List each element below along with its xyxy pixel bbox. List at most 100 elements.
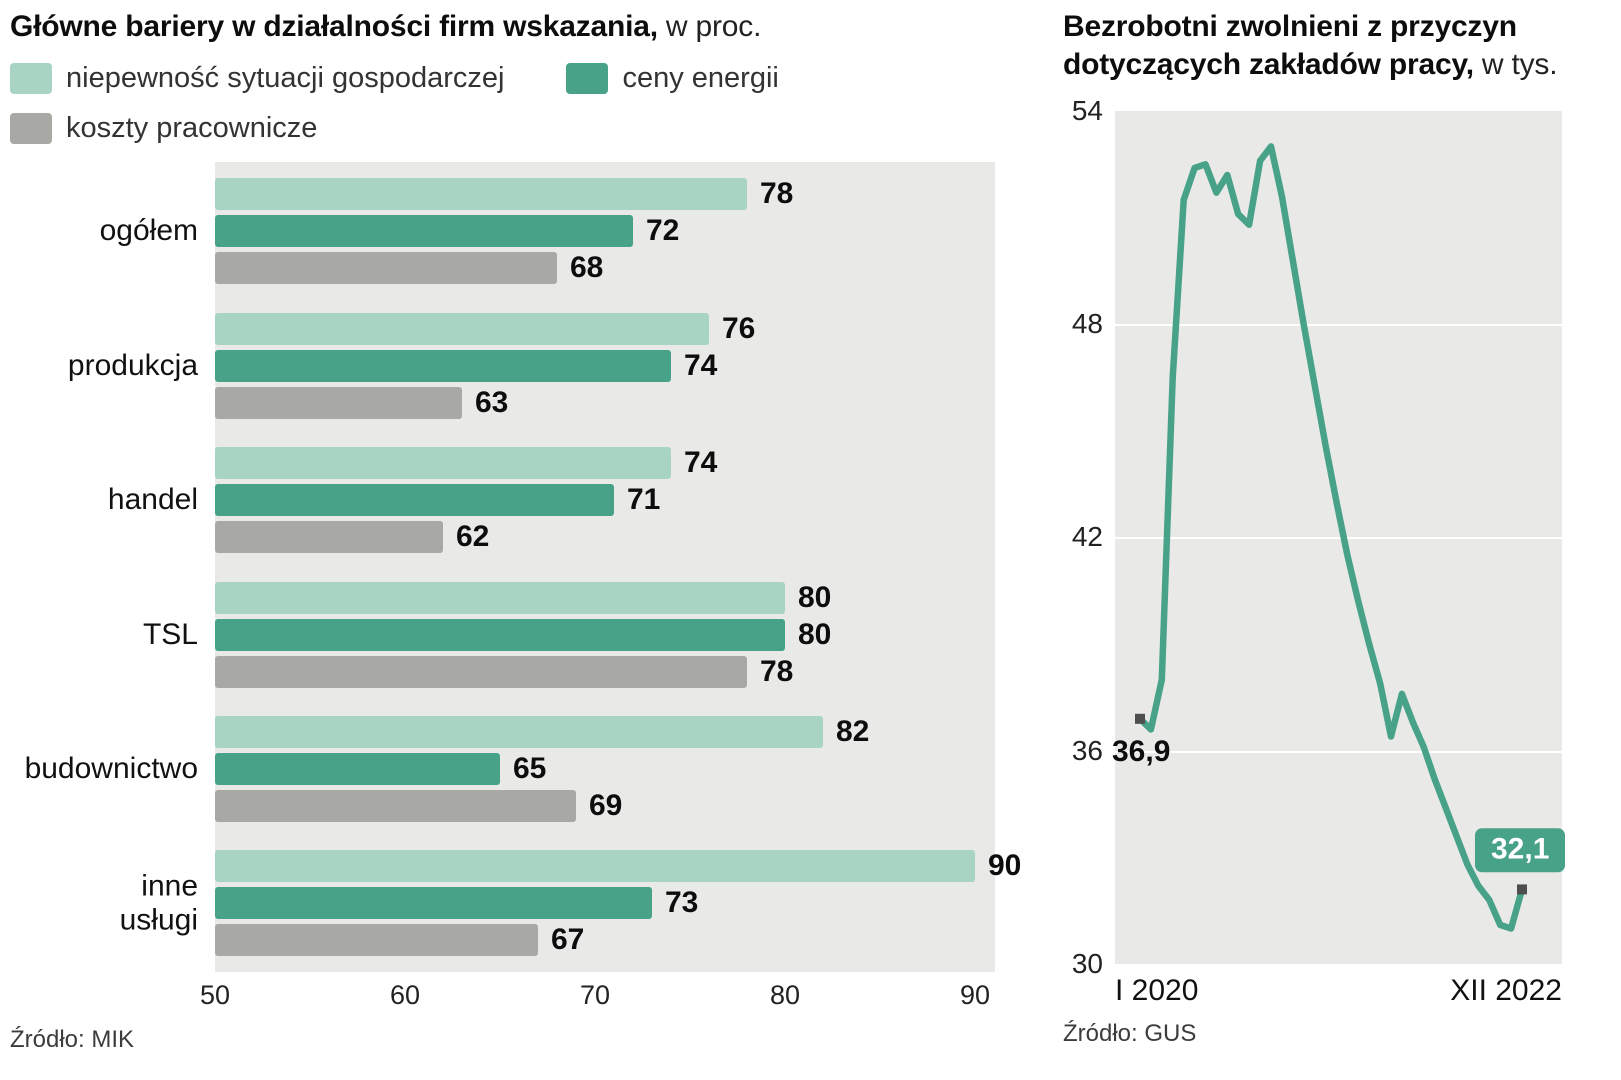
line-chart-title: Bezrobotni zwolnieni z przyczyn dotycząc… [1063,8,1615,85]
x-tick-label: 60 [389,980,421,1011]
y-tick-label: 42 [1071,521,1103,553]
bar-row: 82 [215,714,995,748]
y-tick-label: 30 [1071,947,1103,979]
legend-row: niepewność sytuacji gospodarczej ceny ene… [10,58,1040,98]
bar-group: budownictwo 82 65 69 [25,714,995,822]
legend-label: niepewność sytuacji gospodarczej [66,61,505,94]
legend-swatch [10,112,52,144]
bar [215,887,652,920]
bar-row: 71 [215,483,995,517]
bar [215,447,671,480]
bar [215,178,747,211]
line-chart-panel: Bezrobotni zwolnieni z przyczyn dotycząc… [1063,8,1615,1047]
point-marker [1135,713,1145,724]
bar-row: 80 [215,617,995,651]
x-tick-label: 90 [959,980,991,1011]
end-value-badge: 32,1 [1474,828,1566,873]
bar-group: inne usługi 90 73 67 [120,849,1021,957]
bar-group: produkcja 76 74 63 [68,311,995,419]
category-label: budownictwo [24,752,198,786]
bar-row: 73 [215,886,995,920]
bar-chart-title: Główne bariery w działalności firm wskaz… [10,8,1040,46]
bar [215,924,538,957]
bar-value: 90 [988,849,1022,883]
bar-value: 69 [589,788,623,822]
bar [215,752,500,785]
bar-row: 74 [215,348,995,382]
bar-value: 74 [684,446,718,480]
category-label: inne usługi [119,869,198,937]
bar-row: 78 [215,654,995,688]
bar [215,655,747,688]
bar-row: 65 [215,751,995,785]
bar-chart-source: Źródło: MIK [10,1026,135,1054]
bar-value: 71 [627,483,661,517]
bar [215,386,462,419]
y-tick-label: 48 [1071,308,1103,340]
bar-row: 72 [215,214,995,248]
bar [215,484,614,517]
bar-value: 68 [570,251,604,285]
bar-value: 67 [551,923,585,957]
legend-row: koszty pracownicze [10,108,1040,148]
line-chart-title-main: Bezrobotni zwolnieni z przyczyn dotycząc… [1063,10,1517,82]
y-tick-label: 36 [1071,734,1103,766]
legend-swatch [566,62,609,94]
bar-row: 78 [215,177,995,211]
bar-row: 90 [215,849,1021,883]
bar-value: 80 [798,617,832,651]
bar-value: 78 [760,654,794,688]
bar-row: 62 [215,520,995,554]
bar-value: 80 [798,580,832,614]
x-axis-ticks: 50 60 70 80 90 [200,978,995,1014]
category-label: handel [107,483,198,517]
bar-chart-panel: Główne bariery w działalności firm wskaz… [10,8,1040,1054]
bar-value: 82 [836,714,870,748]
line-series-svg [1135,143,1527,932]
y-tick-label: 54 [1071,94,1103,126]
line-chart-title-unit: w tys. [1481,48,1558,82]
bar [215,521,443,554]
bar [215,850,975,883]
legend-item: koszty pracownicze [10,112,317,145]
bar-chart-title-main: Główne bariery w działalności firm wskaz… [10,10,658,43]
x-tick-label: 70 [579,980,611,1011]
bar-row: 80 [215,580,995,614]
category-label: TSL [142,617,198,651]
bar-groups: ogółem 78 72 68 produkcja 76 74 63 handel 74 71 62 T… [25,162,1021,972]
bar-group: ogółem 78 72 68 [100,177,995,285]
bar-row: 69 [215,788,995,822]
bar-value: 73 [665,886,699,920]
bar-value: 63 [475,385,509,419]
bar-value: 78 [760,177,794,211]
gridline [1115,750,1562,753]
bar-row: 74 [215,446,995,480]
bar [215,349,671,382]
x-label-end: XII 2022 [1450,973,1562,1007]
bar-value: 76 [722,311,756,345]
legend-swatch [10,62,52,94]
bar-row: 63 [215,385,995,419]
bar-value: 74 [684,348,718,382]
line-chart-source: Źródło: GUS [1063,1019,1197,1047]
bar-row: 67 [215,923,995,957]
bar-group: handel 74 71 62 [108,446,995,554]
bar-row: 76 [215,311,995,345]
bar [215,215,633,248]
bar [215,312,709,345]
bar-value: 72 [646,214,680,248]
start-value-label: 36,9 [1112,734,1171,768]
bar-value: 62 [456,520,490,554]
x-tick-label: 50 [199,980,231,1011]
bar-group: TSL 80 80 78 [143,580,995,688]
bar [215,252,557,285]
bar [215,618,785,651]
bar-value: 65 [513,751,547,785]
point-marker [1517,884,1527,895]
bar-plot-background [215,162,995,973]
bar-chart: ogółem 78 72 68 produkcja 76 74 63 handel 74 71 62 T… [10,162,1040,973]
bar [215,581,785,614]
category-label: produkcja [67,348,198,382]
gridline [1115,537,1562,540]
legend-item: ceny energii [566,62,779,95]
